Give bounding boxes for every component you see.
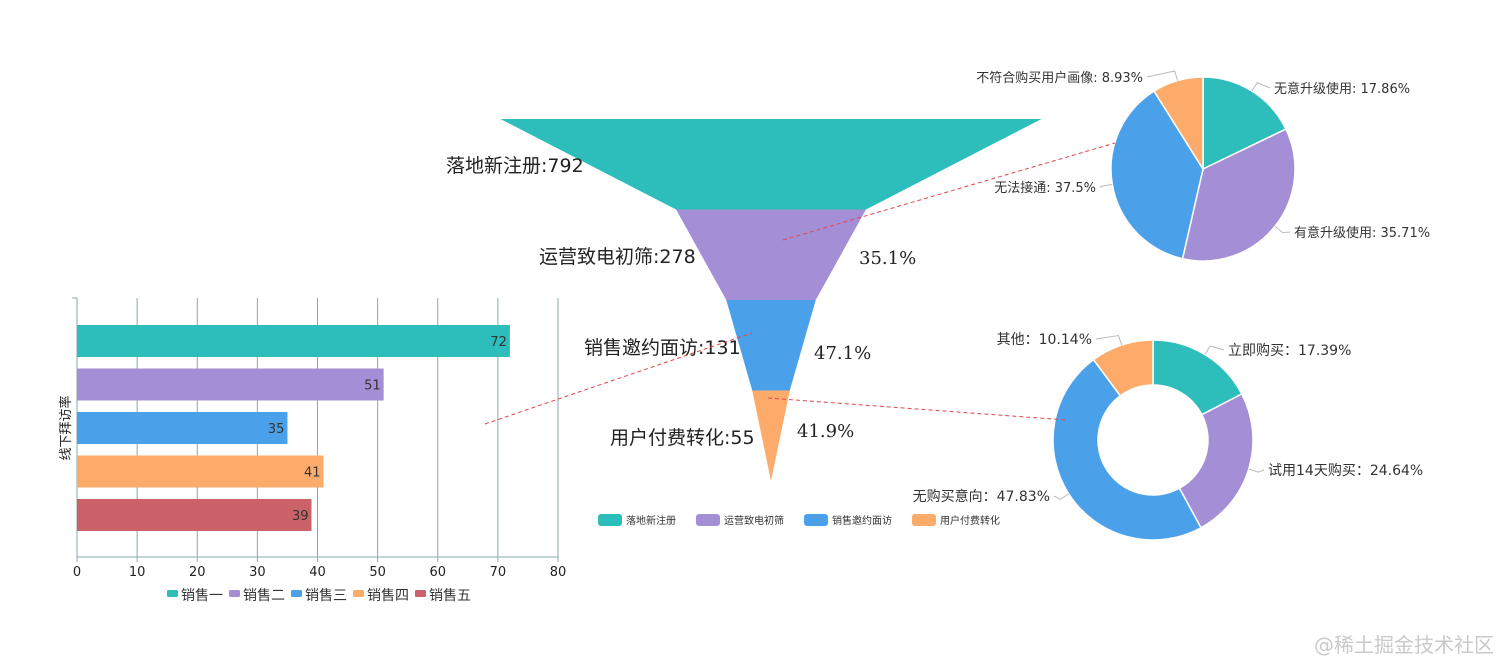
funnel-stage-label: 销售邀约面访:131 — [584, 337, 741, 359]
funnel-legend-swatch — [912, 514, 936, 526]
bar-x-tick-label: 10 — [129, 565, 146, 580]
watermark: @稀土掘金技术社区 — [1314, 633, 1494, 657]
funnel-legend-item-1[interactable]: 落地新注册 — [626, 514, 676, 527]
bar-x-tick-label: 60 — [429, 565, 446, 580]
bar-value-label: 51 — [364, 379, 381, 394]
donut-slice-4[interactable] — [1092, 339, 1154, 397]
funnel-labels: 落地新注册:792 运营致电初筛:278 35.1% 销售邀约面访:131 47.1% 用… — [446, 155, 916, 449]
funnel-legend[interactable]: 落地新注册 运营致电初筛 销售邀约面访 用户付费转化 — [598, 514, 1000, 527]
funnel-conversion-rate: 35.1% — [859, 248, 916, 269]
donut-slice-label: 试用14天购买：24.64% — [1268, 463, 1423, 479]
bar-legend-item-4[interactable]: 销售四 — [367, 588, 409, 604]
bar-series: 72 51 35 41 39 — [77, 325, 510, 531]
donut-slice-label: 其他：10.14% — [997, 332, 1092, 348]
bar-value-label: 72 — [490, 335, 507, 350]
bar-5[interactable] — [77, 499, 312, 531]
pie-slice-label: 有意升级使用: 35.71% — [1294, 225, 1430, 241]
donut-slice-label: 立即购买：17.39% — [1228, 343, 1351, 359]
bar-legend-item-5[interactable]: 销售五 — [429, 588, 471, 604]
funnel-legend-item-3[interactable]: 销售邀约面访 — [832, 514, 892, 527]
funnel-legend-item-4[interactable]: 用户付费转化 — [940, 514, 1000, 527]
bar-legend-swatch — [229, 590, 240, 597]
bar-legend-swatch — [291, 590, 302, 597]
leader-line — [1053, 493, 1070, 500]
funnel-stages — [500, 119, 1042, 482]
bar-legend-item-1[interactable]: 销售一 — [181, 588, 223, 604]
bar-1[interactable] — [77, 325, 510, 357]
bar-legend-item-2[interactable]: 销售二 — [243, 588, 285, 604]
leader-line — [1204, 345, 1225, 355]
funnel-chart: 落地新注册:792 运营致电初筛:278 35.1% 销售邀约面访:131 47.1% 用… — [446, 119, 1042, 527]
funnel-stage-label: 落地新注册:792 — [446, 155, 584, 177]
bar-legend-item-3[interactable]: 销售三 — [305, 588, 347, 604]
pie-slice-1[interactable] — [1202, 76, 1287, 171]
donut-chart: 立即购买：17.39% 试用14天购买：24.64% 无购买意向：47.83% 其他：… — [913, 332, 1423, 541]
donut-slice-2[interactable] — [1178, 392, 1254, 529]
bar-3[interactable] — [77, 412, 288, 444]
leader-line — [1095, 334, 1123, 346]
funnel-stage-label: 运营致电初筛:278 — [539, 246, 696, 268]
funnel-legend-swatch — [598, 514, 622, 526]
bar-4[interactable] — [77, 455, 324, 488]
bar-legend-swatch — [167, 590, 178, 597]
bar-value-label: 35 — [268, 422, 285, 437]
leader-line — [1274, 225, 1291, 234]
pie-chart: 无意升级使用: 17.86% 有意升级使用: 35.71% 无法接通: 37.5% 不… — [976, 70, 1430, 262]
bar-x-tick-label: 30 — [249, 565, 266, 580]
funnel-legend-item-2[interactable]: 运营致电初筛 — [724, 514, 784, 527]
donut-slice-3[interactable] — [1052, 358, 1203, 541]
bar-x-tick-label: 40 — [309, 565, 326, 580]
bar-x-tick-label: 20 — [189, 565, 206, 580]
connector-lines — [484, 142, 1116, 425]
bar-y-axis-label: 线下拜访率 — [58, 395, 74, 460]
funnel-stage-2[interactable] — [676, 209, 866, 301]
leader-line — [1146, 70, 1179, 81]
donut-slice-label: 无购买意向：47.83% — [913, 488, 1050, 505]
bar-x-tick-label: 70 — [490, 565, 507, 580]
leader-line — [1251, 82, 1271, 92]
bar-legend-swatch — [415, 590, 426, 597]
bar-legend-swatch — [353, 590, 364, 597]
funnel-legend-swatch — [696, 514, 720, 526]
bar-value-label: 39 — [292, 509, 309, 524]
dashed-connector — [484, 332, 753, 425]
bar-legend[interactable]: 销售一 销售二 销售三 销售四 销售五 — [167, 588, 471, 604]
funnel-conversion-rate: 47.1% — [814, 343, 871, 364]
funnel-legend-swatch — [804, 514, 828, 526]
bar-x-ticks: 0 10 20 30 40 50 60 70 80 — [73, 557, 566, 580]
bar-2[interactable] — [77, 368, 384, 401]
pie-slice-label: 无法接通: 37.5% — [994, 180, 1096, 196]
bar-x-tick-label: 0 — [73, 565, 81, 580]
leader-line — [1099, 183, 1113, 188]
dashed-connector — [782, 142, 1116, 241]
funnel-stage-label: 用户付费转化:55 — [610, 427, 755, 449]
funnel-conversion-rate: 41.9% — [797, 421, 854, 442]
funnel-stage-4[interactable] — [752, 390, 790, 482]
funnel-stage-3[interactable] — [726, 300, 816, 391]
dashed-connector — [767, 397, 1067, 421]
bar-x-tick-label: 50 — [369, 565, 386, 580]
bar-x-tick-label: 80 — [550, 565, 567, 580]
pie-slice-label: 不符合购买用户画像: 8.93% — [976, 70, 1143, 86]
pie-slice-label: 无意升级使用: 17.86% — [1274, 81, 1410, 97]
funnel-stage-1[interactable] — [500, 119, 1042, 210]
leader-line — [1248, 468, 1265, 473]
pie-slice-4[interactable] — [1153, 76, 1204, 172]
bar-value-label: 41 — [304, 466, 321, 481]
